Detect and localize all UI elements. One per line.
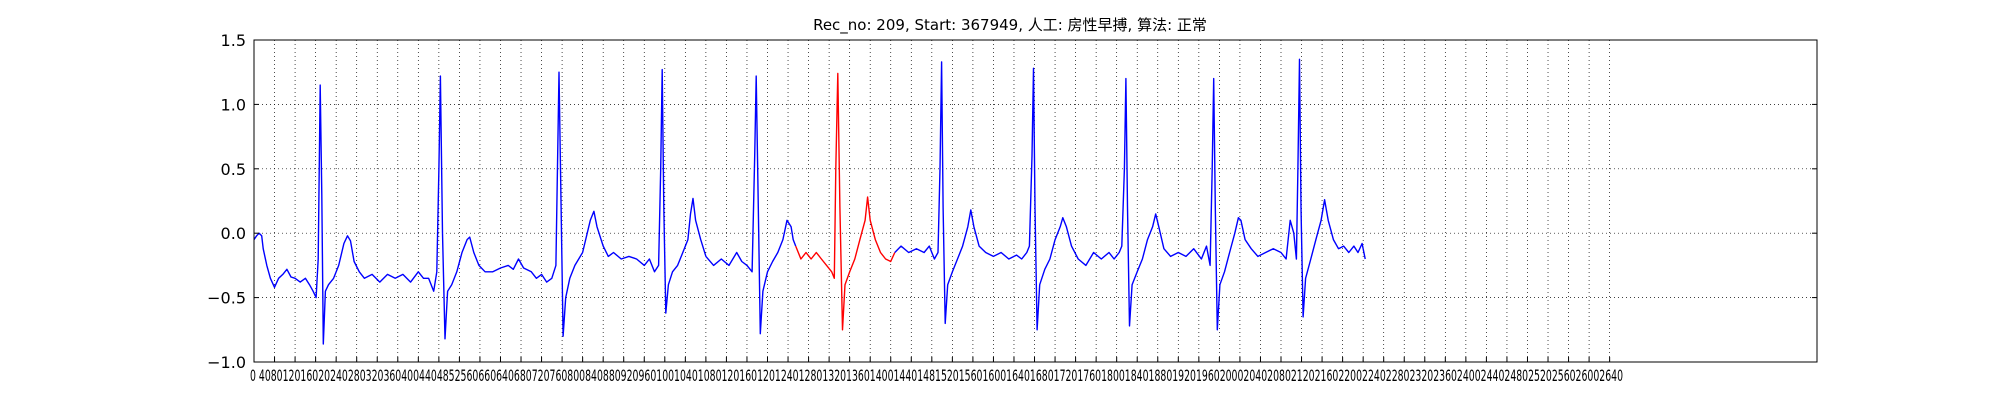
y-tick-label: −0.5 xyxy=(207,289,246,308)
plot-frame xyxy=(253,39,1818,363)
y-tick-label: 1.5 xyxy=(221,31,246,50)
chart-title: Rec_no: 209, Start: 367949, 人工: 房性早搏, 算法… xyxy=(813,16,1207,35)
y-tick-label: 1.0 xyxy=(221,95,246,114)
x-tick-labels: 0 40801201602024028032036040044048525606… xyxy=(250,366,1623,385)
ecg-series-2 xyxy=(795,72,896,331)
grid-lines xyxy=(254,40,1817,362)
y-tick-label: 0.5 xyxy=(221,160,246,179)
y-axis: −1.0 −0.5 0.0 0.5 1.0 1.5 xyxy=(207,31,1817,372)
series-layer xyxy=(253,58,1366,345)
x-axis xyxy=(253,357,1611,362)
ecg-series-1 xyxy=(253,68,797,345)
y-tick-label: −1.0 xyxy=(207,353,246,372)
ecg-series-3 xyxy=(894,58,1366,331)
y-tick-label: 0.0 xyxy=(221,224,246,243)
